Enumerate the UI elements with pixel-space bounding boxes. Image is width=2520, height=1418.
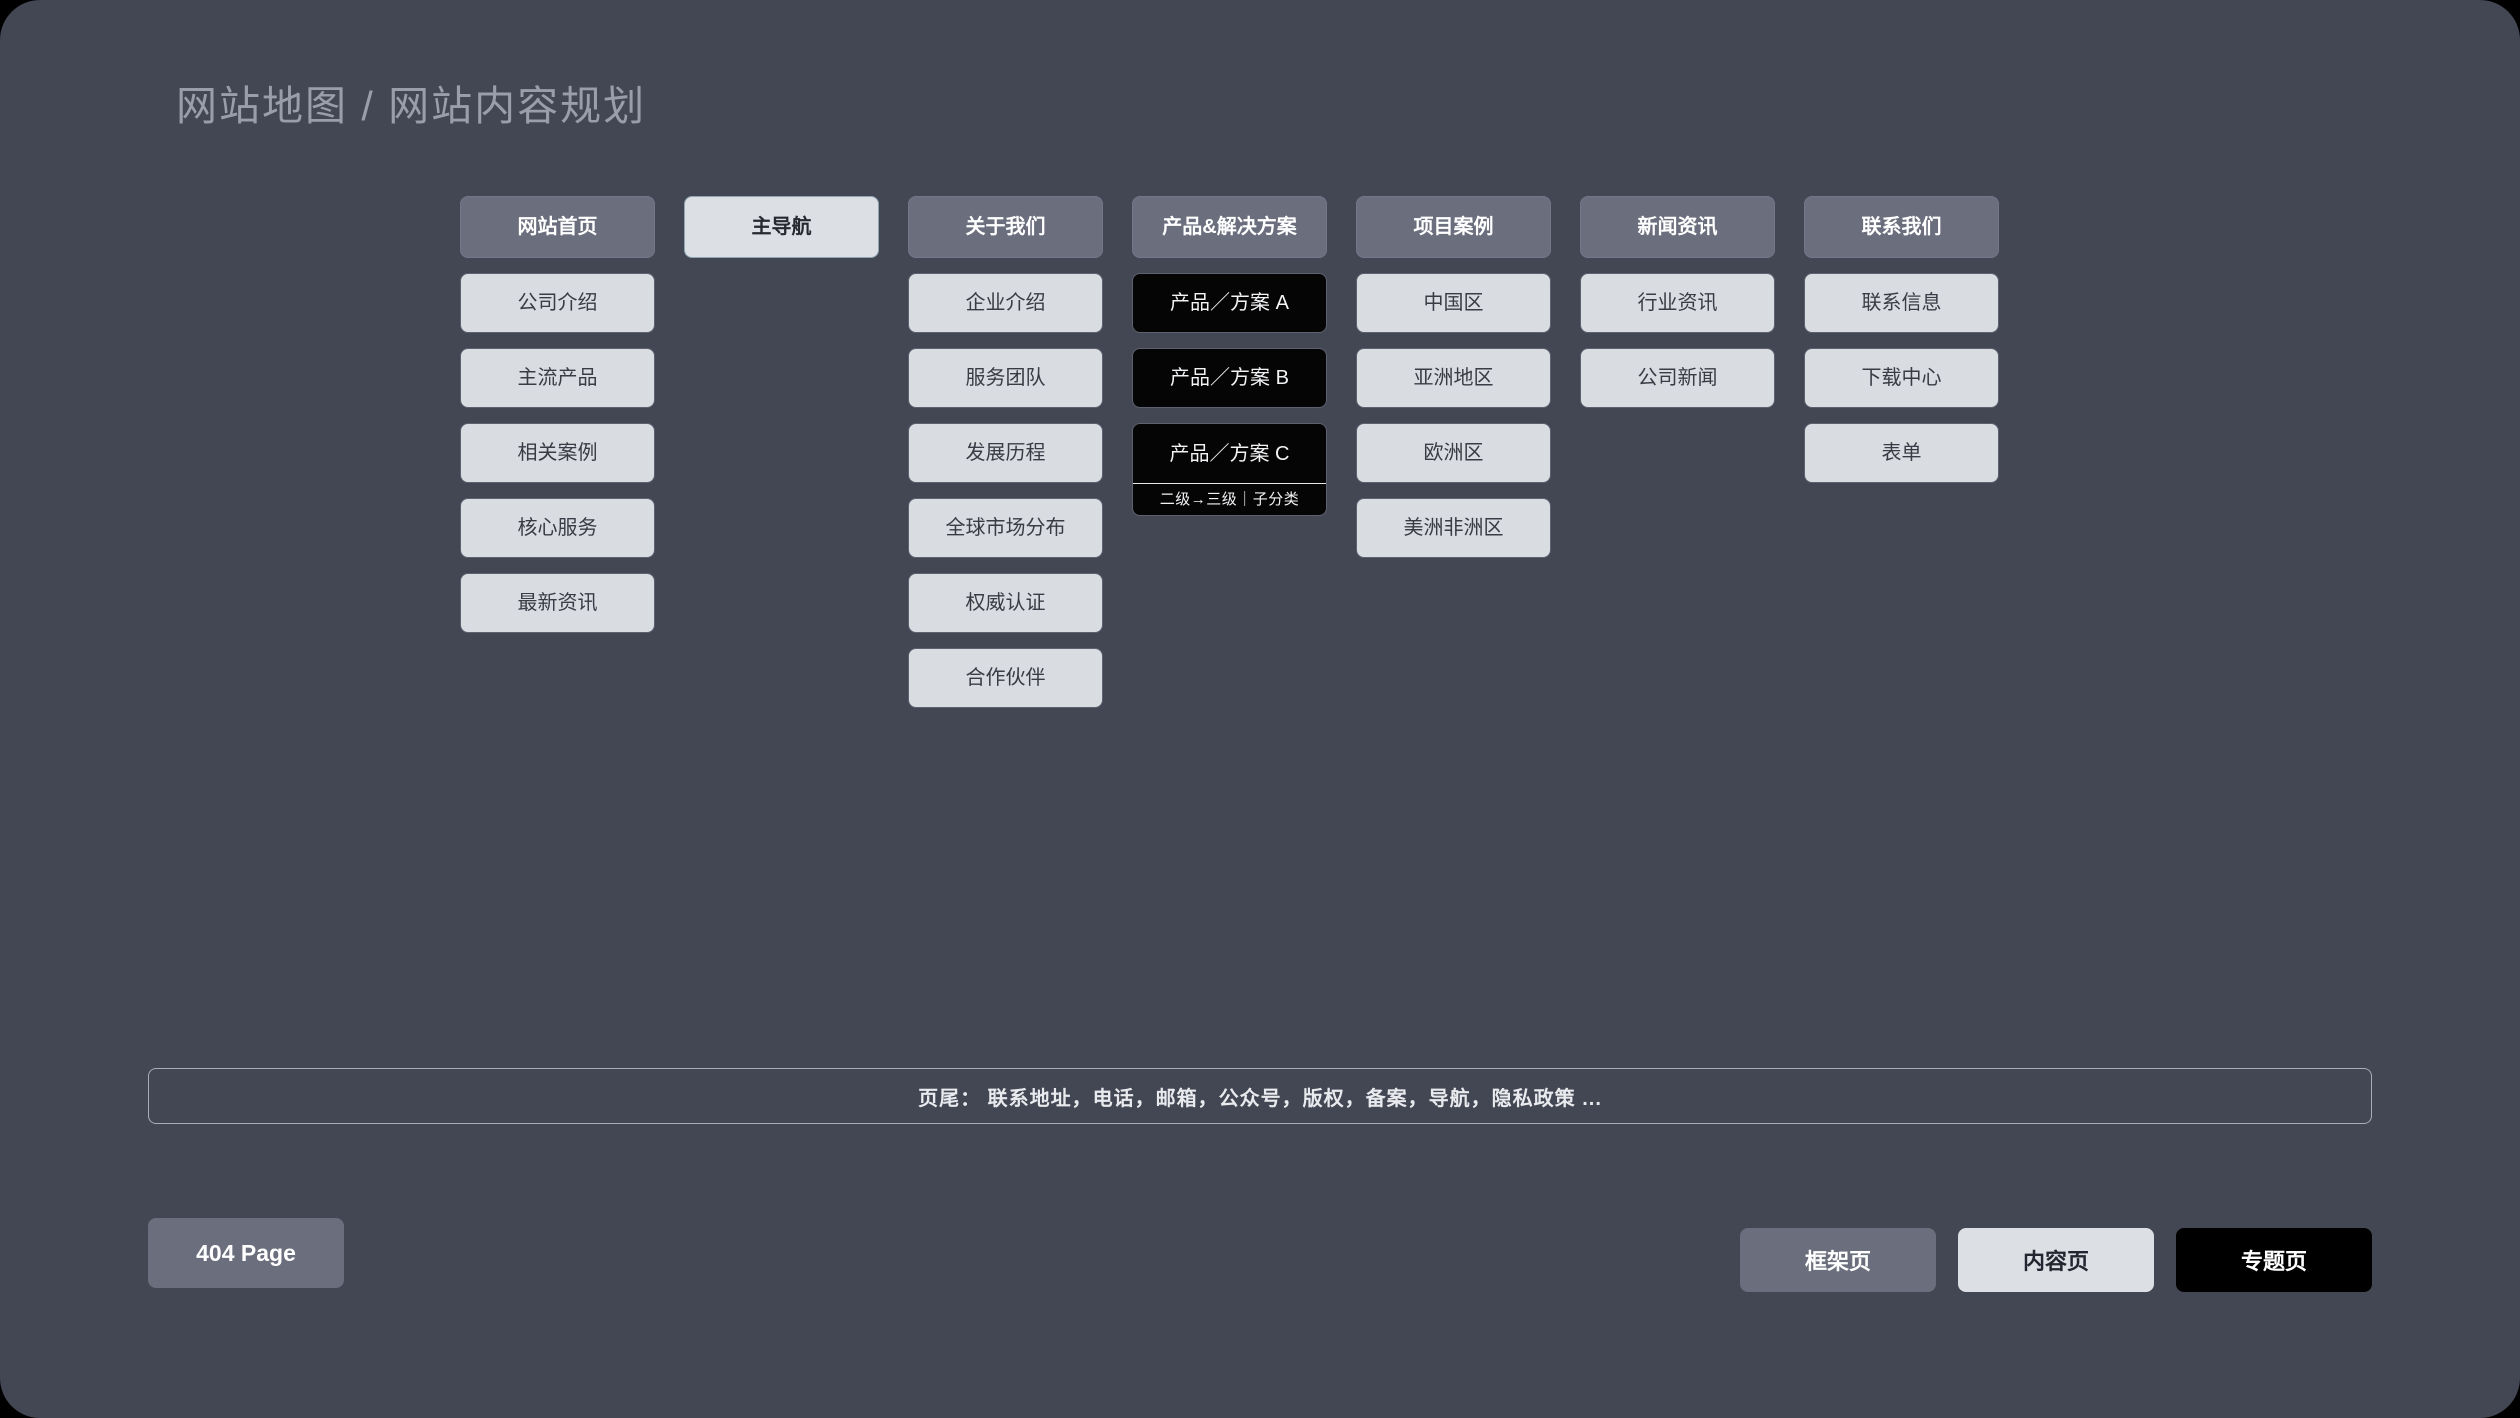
sitemap-page-card[interactable]: 联系信息 [1804, 273, 1999, 333]
page-type-button[interactable]: 专题页 [2176, 1228, 2372, 1292]
sitemap-section-header[interactable]: 新闻资讯 [1580, 196, 1775, 258]
page-title: 网站地图 / 网站内容规划 [176, 83, 647, 129]
sitemap-page-card[interactable]: 美洲非洲区 [1356, 498, 1551, 558]
sitemap-page-card[interactable]: 下载中心 [1804, 348, 1999, 408]
sitemap-section-header[interactable]: 联系我们 [1804, 196, 1999, 258]
sitemap-page-card[interactable]: 产品／方案 B [1132, 348, 1327, 408]
sitemap-page-card[interactable]: 服务团队 [908, 348, 1103, 408]
sitemap-page-card[interactable]: 主流产品 [460, 348, 655, 408]
sitemap-page-card[interactable]: 全球市场分布 [908, 498, 1103, 558]
sitemap-page-card[interactable]: 亚洲地区 [1356, 348, 1551, 408]
sitemap-page-card[interactable]: 欧洲区 [1356, 423, 1551, 483]
sitemap-page-card[interactable]: 中国区 [1356, 273, 1551, 333]
sitemap-page-card[interactable]: 公司新闻 [1580, 348, 1775, 408]
page-type-button[interactable]: 内容页 [1958, 1228, 2154, 1292]
sitemap-page-card-label: 产品／方案 C [1169, 442, 1290, 465]
sitemap-column: 项目案例中国区亚洲地区欧洲区美洲非洲区 [1356, 196, 1551, 558]
sitemap-page-card[interactable]: 发展历程 [908, 423, 1103, 483]
footer-summary-bar: 页尾： 联系地址，电话，邮箱，公众号，版权，备案，导航，隐私政策 ... [148, 1068, 2372, 1124]
sitemap-page-card[interactable]: 产品／方案 C 二级→三级｜子分类 [1132, 423, 1327, 516]
sitemap-column: 联系我们联系信息下载中心表单 [1804, 196, 1999, 483]
sitemap-page-card[interactable]: 企业介绍 [908, 273, 1103, 333]
sitemap-column: 新闻资讯行业资讯公司新闻 [1580, 196, 1775, 408]
sitemap-page-card[interactable]: 合作伙伴 [908, 648, 1103, 708]
sitemap-subcategory-note: 二级→三级｜子分类 [1133, 483, 1326, 515]
sitemap-column: 网站首页公司介绍主流产品相关案例核心服务最新资讯 [460, 196, 655, 633]
sitemap-page-card[interactable]: 产品／方案 A [1132, 273, 1327, 333]
sitemap-page-card[interactable]: 相关案例 [460, 423, 655, 483]
error-page-button[interactable]: 404 Page [148, 1218, 344, 1288]
sitemap-section-header[interactable]: 主导航 [684, 196, 879, 258]
sitemap-page-card[interactable]: 公司介绍 [460, 273, 655, 333]
sitemap-grid: 网站首页 公司介绍 主流产品 相关案例 核心服务 最新资讯 主导航 关于我们 企业介绍 服务团队发… [460, 196, 1999, 708]
sitemap-page-card[interactable]: 权威认证 [908, 573, 1103, 633]
sitemap-page-card[interactable]: 核心服务 [460, 498, 655, 558]
error-page-label: 404 Page [196, 1239, 296, 1266]
sitemap-column: 主导航 [684, 196, 879, 258]
sitemap-page-card[interactable]: 行业资讯 [1580, 273, 1775, 333]
page-type-button[interactable]: 框架页 [1740, 1228, 1936, 1292]
page-type-button-group: 框架页 内容页 专题页 [1740, 1228, 2372, 1292]
sitemap-column: 产品&解决方案 产品／方案 A 产品／方案 B 产品／方案 C 二级→三级｜子分类 [1132, 196, 1327, 516]
sitemap-section-header[interactable]: 关于我们 [908, 196, 1103, 258]
sitemap-section-header[interactable]: 网站首页 [460, 196, 655, 258]
sitemap-page-card[interactable]: 最新资讯 [460, 573, 655, 633]
sitemap-page-card[interactable]: 表单 [1804, 423, 1999, 483]
sitemap-section-header[interactable]: 产品&解决方案 [1132, 196, 1327, 258]
sitemap-section-header[interactable]: 项目案例 [1356, 196, 1551, 258]
footer-summary-text: 页尾： 联系地址，电话，邮箱，公众号，版权，备案，导航，隐私政策 ... [918, 1087, 1602, 1110]
sitemap-column: 关于我们企业介绍服务团队发展历程全球市场分布 权威认证合作伙伴 [908, 196, 1103, 708]
